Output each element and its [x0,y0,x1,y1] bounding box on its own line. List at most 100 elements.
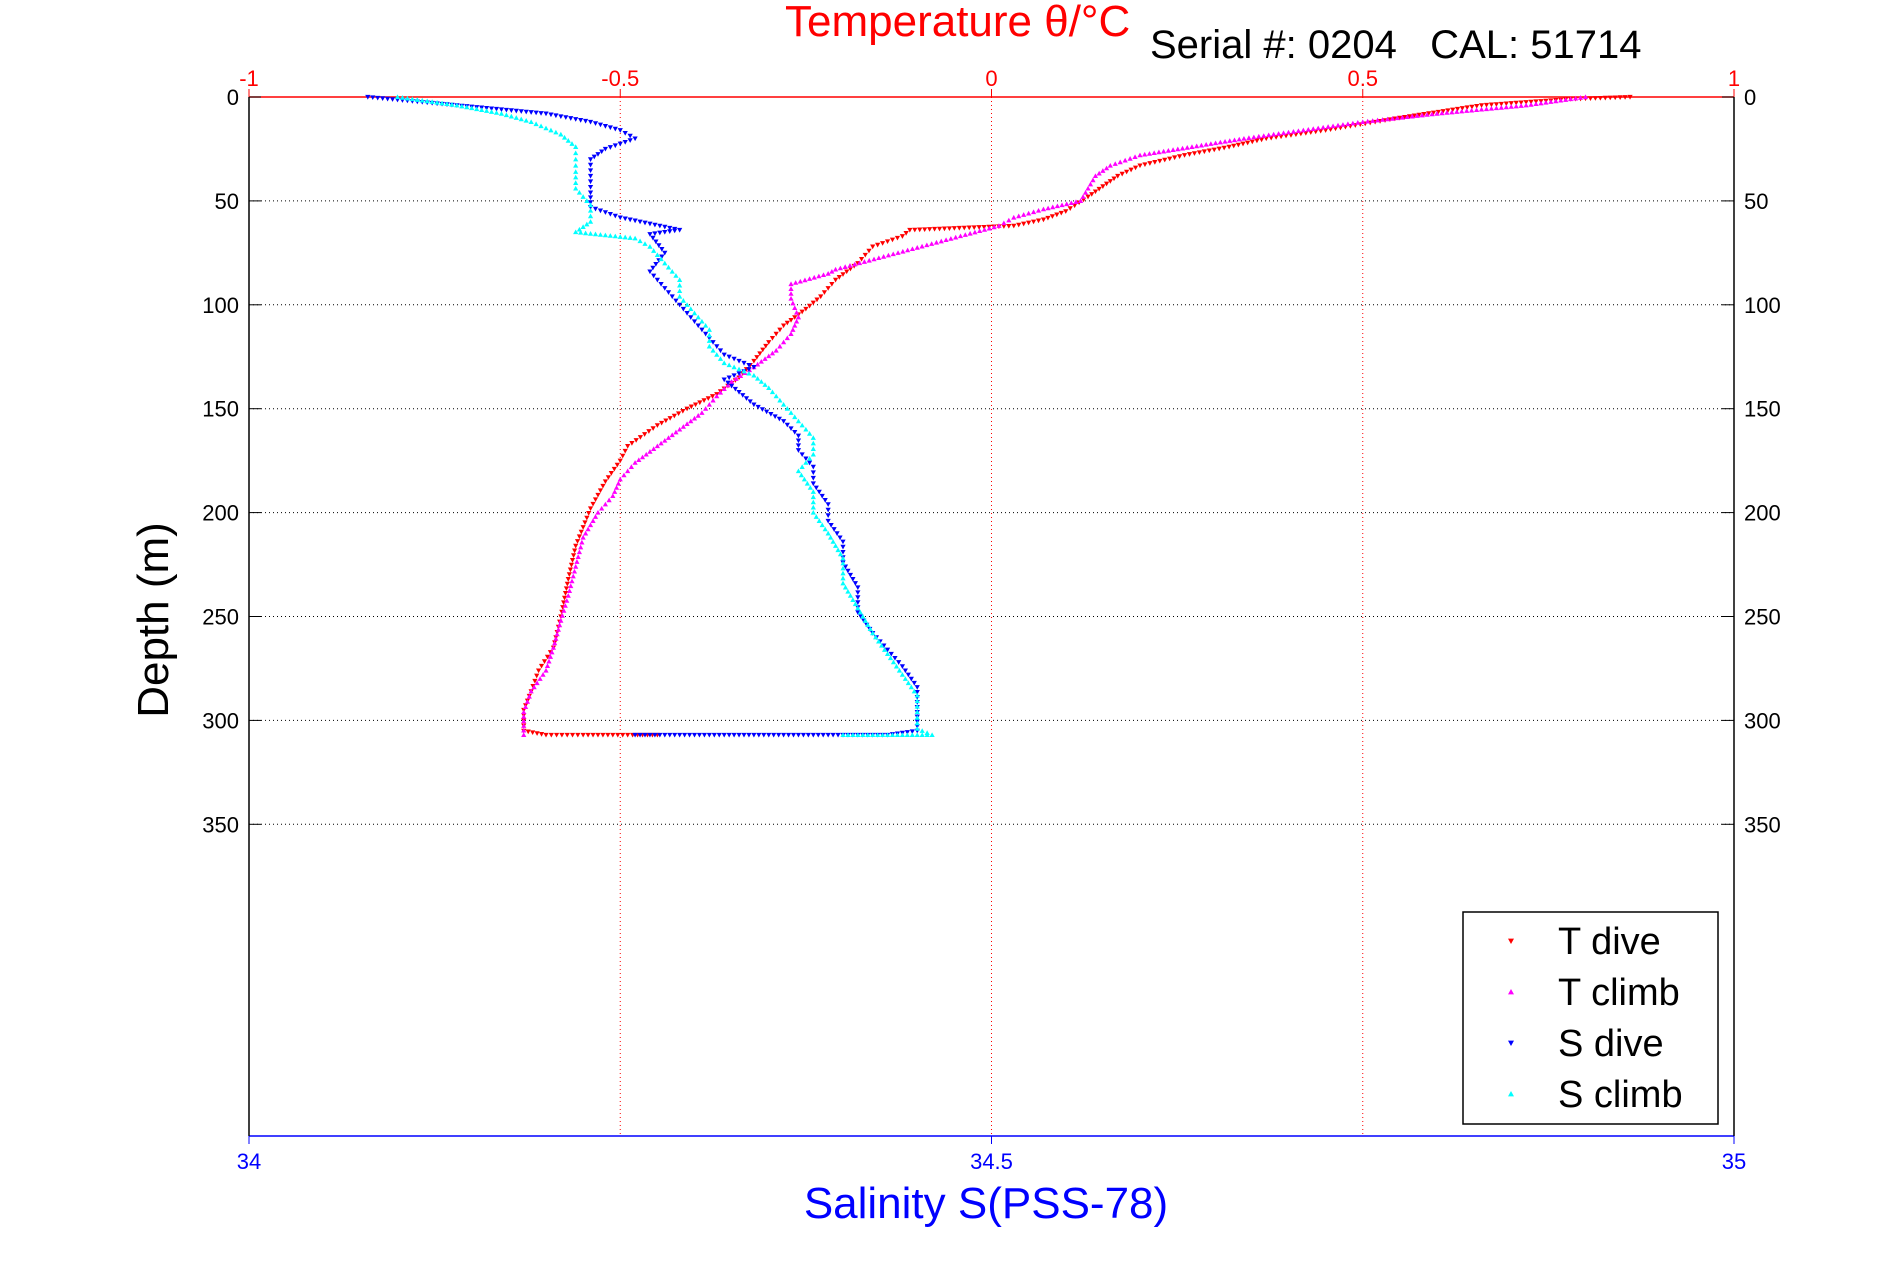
data-point [617,215,623,221]
data-point [931,226,938,232]
data-point [1111,176,1117,182]
data-point [1355,120,1361,125]
data-point [1152,160,1158,165]
data-point [876,255,882,261]
data-point [740,393,746,398]
data-point [587,207,594,213]
data-point [671,413,677,419]
series-s-climb [394,94,935,738]
data-point [586,511,592,516]
data-point [731,364,737,370]
data-point [924,732,930,738]
data-point [595,732,601,738]
data-point [659,420,665,426]
data-point [550,645,557,650]
data-point [667,732,673,738]
data-point [564,581,570,587]
data-point [1305,126,1311,132]
data-point [819,493,825,499]
data-point [538,663,545,669]
data-point [798,472,805,478]
data-point [684,302,690,307]
data-point [1050,204,1056,210]
x-axis-label-bottom: Salinity S(PSS-78) [804,1179,1168,1228]
data-point [1394,115,1400,121]
legend-label: S dive [1558,1023,1664,1065]
data-point [554,631,560,637]
data-point [575,732,581,738]
data-point [1478,106,1485,112]
data-point [831,527,837,532]
data-point [772,414,778,420]
data-point [632,460,638,465]
data-point [866,248,872,254]
data-point [1503,101,1509,107]
data-point [659,254,665,260]
data-point [792,315,798,320]
data-point [667,225,673,231]
data-point [508,108,514,113]
data-point [622,130,628,136]
data-point [662,732,668,738]
data-point [788,331,794,336]
data-point [1597,95,1603,101]
data-point [777,397,783,403]
data-point [573,543,579,549]
data-point [1080,194,1086,199]
data-point [938,238,944,244]
y-tick-label-right: 250 [1744,605,1781,630]
data-point [1096,186,1102,192]
data-point [526,693,532,699]
data-point [662,286,668,291]
data-point [602,479,608,485]
data-point [847,266,854,272]
data-point [769,335,776,341]
data-point [580,525,586,530]
data-point [1078,198,1084,203]
data-point [847,263,853,268]
data-point [654,443,660,449]
data-point [1035,218,1042,224]
data-point [389,97,396,102]
data-point [792,429,798,435]
data-point [914,245,920,250]
data-point [1498,101,1504,107]
data-point [650,426,656,431]
data-point [1577,95,1584,100]
data-point [682,732,688,738]
data-point [716,732,722,738]
data-point [1310,126,1316,131]
x-bottom-tick-label: 34.5 [970,1149,1013,1174]
data-point [751,365,757,370]
data-point [972,229,978,235]
data-point [1602,95,1608,101]
y-tick-label-right: 150 [1744,397,1781,422]
data-point [721,377,727,383]
data-point [909,732,915,738]
data-point [810,464,816,470]
data-point [914,732,920,738]
data-point [1459,106,1465,111]
data-point [832,277,839,283]
data-point [1147,161,1153,166]
data-point [574,539,581,544]
data-point [858,257,865,262]
data-point [902,668,908,674]
data-point [1194,143,1200,149]
data-point [637,732,643,738]
data-point [662,250,668,256]
x-bottom-tick-label: 34 [237,1149,261,1174]
data-point [584,221,590,227]
data-point [951,226,957,231]
data-point [701,398,707,403]
data-point [709,394,716,399]
data-point [1493,105,1499,111]
data-point [568,562,575,568]
data-point [810,499,816,505]
data-point [895,250,901,255]
data-point [580,194,586,199]
data-point [781,419,787,424]
data-point [617,476,623,482]
data-point [1006,223,1012,229]
data-point [758,358,764,364]
